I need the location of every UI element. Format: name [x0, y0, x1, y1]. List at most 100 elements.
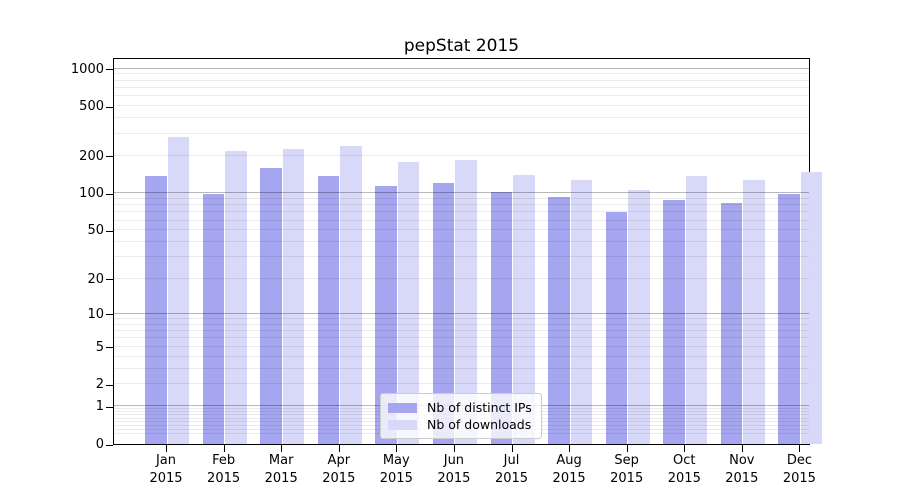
bar-downloads-jul	[513, 175, 535, 444]
x-tick-mark	[511, 445, 513, 452]
major-gridline	[114, 312, 809, 314]
y-tick-label: 5	[95, 339, 104, 355]
x-tick-label: Apr 2015	[322, 453, 356, 486]
bar-downloads-feb	[225, 150, 247, 444]
y-tick-mark	[106, 156, 113, 158]
legend: Nb of distinct IPs Nb of downloads	[380, 393, 542, 439]
bar-downloads-dec	[800, 172, 823, 444]
y-tick-label: 1	[95, 399, 104, 415]
minor-gridline	[114, 229, 809, 231]
minor-gridline	[114, 337, 809, 339]
minor-gridline	[114, 383, 809, 385]
y-tick-label: 200	[79, 148, 104, 164]
x-tick-label: Nov 2015	[725, 453, 759, 486]
y-tick-label: 20	[87, 271, 104, 287]
minor-gridline	[114, 197, 809, 199]
y-tick-mark	[106, 444, 113, 446]
x-tick-label: Oct 2015	[667, 453, 701, 486]
bar-downloads-jun	[455, 160, 477, 444]
minor-gridline	[114, 73, 809, 75]
x-tick-mark	[799, 445, 801, 452]
bar-distinct-ips-apr	[317, 175, 340, 444]
x-tick-label: Aug 2015	[552, 453, 586, 486]
legend-swatch-downloads	[388, 419, 417, 430]
y-tick-mark	[106, 406, 113, 408]
y-tick-label: 100	[79, 186, 104, 202]
x-tick-mark	[626, 445, 628, 452]
x-tick-label: Sep 2015	[610, 453, 644, 486]
bar-distinct-ips-oct	[663, 200, 685, 444]
x-tick-label: May 2015	[379, 453, 413, 486]
x-tick-mark	[166, 445, 167, 452]
bar-downloads-aug	[570, 179, 593, 444]
legend-entry-distinct-ips: Nb of distinct IPs	[388, 399, 532, 416]
x-tick-mark	[338, 445, 340, 452]
minor-gridline	[114, 367, 809, 369]
x-tick-mark	[569, 445, 571, 452]
x-tick-mark	[684, 445, 686, 452]
bar-downloads-may	[397, 161, 420, 444]
bar-downloads-oct	[685, 176, 708, 444]
y-tick-mark	[106, 384, 113, 386]
minor-gridline	[114, 95, 809, 97]
y-tick-mark	[106, 314, 113, 316]
legend-label-downloads: Nb of downloads	[427, 417, 532, 432]
x-tick-label: Dec 2015	[782, 453, 816, 486]
bars-layer	[114, 59, 823, 444]
x-tick-label: Jan 2015	[149, 453, 183, 486]
major-gridline	[114, 67, 809, 69]
y-tick-mark	[106, 69, 113, 71]
bar-distinct-ips-jan	[145, 175, 167, 444]
y-tick-label: 10	[87, 306, 104, 322]
bar-downloads-apr	[340, 146, 362, 444]
minor-gridline	[114, 117, 809, 119]
y-tick-label: 0	[95, 437, 104, 452]
bar-downloads-nov	[743, 180, 765, 444]
minor-gridline	[114, 79, 809, 81]
minor-gridline	[114, 204, 809, 206]
minor-gridline	[114, 317, 809, 319]
bar-distinct-ips-aug	[548, 196, 570, 444]
y-tick-label: 500	[79, 99, 104, 115]
y-tick-mark	[106, 106, 113, 108]
y-tick-mark	[106, 193, 113, 195]
y-tick-mark	[106, 279, 113, 281]
minor-gridline	[114, 105, 809, 107]
bar-distinct-ips-mar	[260, 168, 282, 444]
x-tick-label: Jul 2015	[494, 453, 529, 486]
x-tick-mark	[223, 445, 225, 452]
x-tick-mark	[396, 445, 398, 452]
y-tick-mark	[106, 230, 113, 232]
y-tick-label: 50	[87, 223, 104, 239]
minor-gridline	[114, 154, 809, 156]
minor-gridline	[114, 345, 809, 347]
bar-distinct-ips-dec	[778, 193, 800, 444]
minor-gridline	[114, 355, 809, 357]
major-gridline	[114, 192, 809, 194]
x-tick-mark	[741, 445, 743, 452]
grid-layer	[114, 59, 809, 444]
x-tick-label: Mar 2015	[264, 453, 298, 486]
bar-distinct-ips-sep	[605, 211, 628, 444]
x-tick-label: Jun 2015	[437, 453, 471, 486]
minor-gridline	[114, 133, 809, 134]
legend-swatch-distinct-ips	[388, 402, 417, 413]
bar-distinct-ips-jun	[432, 183, 455, 444]
bar-downloads-sep	[628, 189, 650, 444]
x-tick-label: Feb 2015	[207, 453, 241, 486]
plot-area	[113, 58, 823, 445]
bar-distinct-ips-feb	[202, 193, 225, 444]
x-tick-mark	[281, 445, 283, 452]
bar-distinct-ips-may	[375, 185, 397, 444]
legend-label-distinct-ips: Nb of distinct IPs	[427, 400, 532, 415]
y-tick-label: 1000	[70, 61, 104, 77]
y-tick-mark	[106, 347, 113, 349]
x-tick-mark	[453, 445, 455, 452]
chart-title: pepStat 2015	[403, 36, 520, 56]
minor-gridline	[114, 87, 809, 88]
bar-downloads-mar	[282, 148, 305, 444]
bar-distinct-ips-nov	[720, 202, 743, 444]
minor-gridline	[114, 277, 809, 279]
legend-entry-downloads: Nb of downloads	[388, 416, 532, 433]
minor-gridline	[114, 256, 809, 258]
